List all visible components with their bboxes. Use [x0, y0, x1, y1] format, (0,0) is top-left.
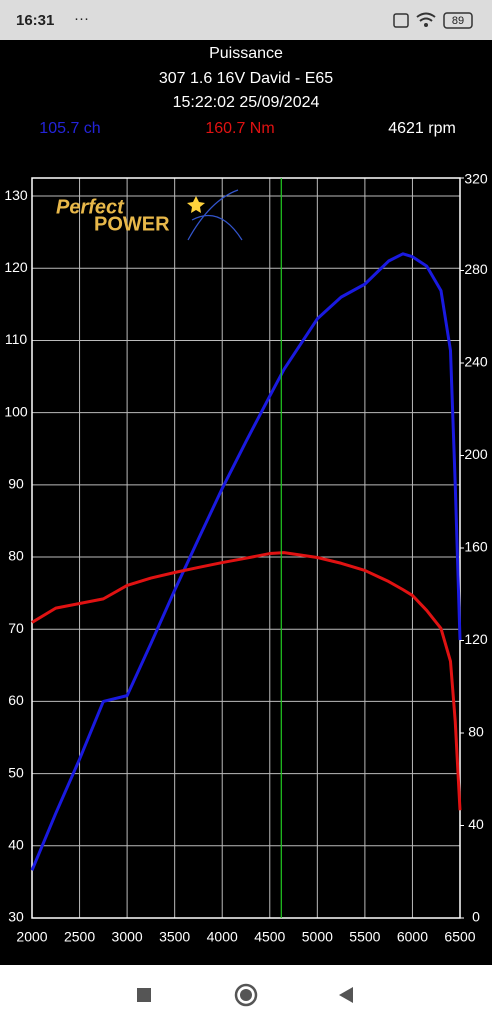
nav-back[interactable] [339, 987, 353, 1003]
chart-subtitle: 307 1.6 16V David - E65 [159, 70, 333, 87]
x-tick-label: 6000 [397, 929, 428, 945]
y2-tick-label: 80 [468, 724, 484, 740]
y2-tick-label: 40 [468, 816, 484, 832]
y2-tick-label: 200 [464, 446, 488, 462]
y2-tick-label: 320 [464, 171, 488, 187]
x-tick-label: 3000 [112, 929, 143, 945]
y2-tick-label: 280 [464, 261, 488, 277]
y-tick-label: 30 [8, 909, 24, 925]
battery-icon [443, 12, 473, 29]
x-tick-label: 4000 [207, 929, 238, 945]
plot-frame [31, 177, 461, 919]
timestamp: 15:22:02 25/09/2024 [173, 94, 320, 111]
y-tick-label: 70 [8, 620, 24, 636]
x-tick-label: 5000 [302, 929, 333, 945]
y-tick-label: 40 [8, 837, 24, 853]
x-tick-label: 2500 [64, 929, 95, 945]
plot: 2000 2500 3000 3500 4000 4500 5000 5500 6000 6500… [4, 171, 488, 945]
battery-level: 89 [452, 15, 464, 27]
y2-tick-label: 0 [472, 909, 480, 925]
y2-tick-label: 120 [464, 631, 488, 647]
logo-text: POWER [94, 213, 170, 235]
x-tick-label: 2000 [16, 929, 47, 945]
power-readout: 105.7 ch [39, 120, 100, 137]
y-tick-label: 90 [8, 476, 24, 492]
x-tick-label: 6500 [444, 929, 475, 945]
wifi-icon [416, 12, 436, 22]
status-bar [0, 0, 492, 40]
y2-tick-label: 240 [464, 354, 488, 370]
x-tick-label: 4500 [254, 929, 285, 945]
y-tick-label: 120 [4, 259, 28, 275]
data-line [31, 551, 462, 811]
y-tick-label: 100 [4, 403, 28, 419]
status-dots: ··· [74, 10, 89, 27]
logo-star [187, 196, 205, 213]
nav-recents[interactable] [137, 988, 151, 1002]
sim-icon [393, 13, 409, 28]
wifi-dot [424, 23, 428, 27]
logo-text: Perfect [56, 196, 125, 218]
y-tick-label: 60 [8, 692, 24, 708]
y-tick-label: 130 [4, 187, 28, 203]
logo-graphic [187, 189, 243, 241]
x-tick-label: 5500 [349, 929, 380, 945]
rpm-readout: 4621 rpm [388, 120, 456, 137]
data-line [30, 252, 462, 871]
y-tick-label: 50 [8, 764, 24, 780]
nav-home-dot [240, 989, 252, 1001]
y-tick-label: 110 [5, 331, 28, 347]
nav-home[interactable] [234, 983, 258, 1007]
y2-tick-label: 160 [464, 539, 488, 555]
torque-readout: 160.7 Nm [205, 120, 274, 137]
x-tick-label: 3500 [159, 929, 190, 945]
chart-title: Puissance [209, 45, 283, 62]
status-time: 16:31 [16, 12, 54, 29]
y-tick-label: 80 [8, 548, 24, 564]
